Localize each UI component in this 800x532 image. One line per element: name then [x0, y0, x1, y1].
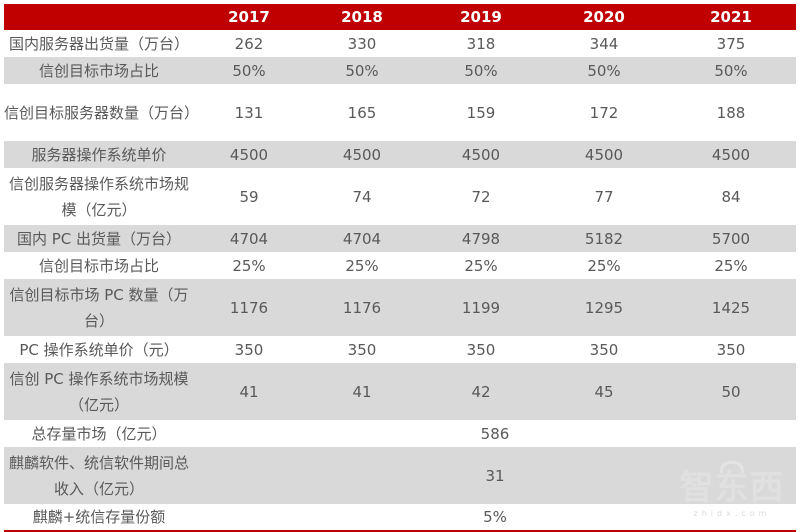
cell-value: 50%	[420, 57, 542, 84]
cell-value: 1199	[420, 279, 542, 336]
header-label-cell	[4, 4, 194, 30]
table-row-kylin-uos-period-revenue: 麒麟软件、统信软件期间总收入（亿元） 31	[4, 447, 796, 504]
data-table: 2017 2018 2019 2020 2021 国内服务器出货量（万台） 26…	[4, 4, 796, 530]
cell-value: 25%	[464, 256, 498, 275]
cell-value: 4798	[420, 225, 542, 252]
cell-value: 330	[347, 34, 377, 53]
cell-value: 131	[234, 103, 264, 122]
table-row-server-os-unit-price: 服务器操作系统单价 4500 4500 4500 4500 4500	[4, 141, 796, 168]
cell-value: 165	[347, 103, 377, 122]
row-label: 信创 PC 操作系统市场规模（亿元）	[4, 363, 194, 420]
row-label: 国内 PC 出货量（万台）	[4, 225, 194, 252]
cell-value: 25%	[714, 256, 748, 275]
row-label: 麒麟软件、统信软件期间总收入（亿元）	[4, 447, 194, 504]
cell-value: 375	[716, 34, 746, 53]
cell-value: 50%	[542, 57, 666, 84]
cell-value-merged: 586	[480, 424, 510, 443]
cell-value: 350	[466, 340, 496, 359]
cell-value: 172	[589, 103, 619, 122]
row-label: 信创目标市场 PC 数量（万台）	[4, 279, 194, 336]
table-row-xinchuang-target-server-count: 信创目标服务器数量（万台） 131 165 159 172 188	[4, 84, 796, 141]
table-row-domestic-server-shipments: 国内服务器出货量（万台） 262 330 318 344 375	[4, 30, 796, 57]
header-year-2018: 2018	[304, 4, 420, 30]
row-label: 信创目标市场占比	[4, 57, 194, 84]
cell-value: 1176	[304, 279, 420, 336]
row-label: 服务器操作系统单价	[4, 141, 194, 168]
cell-value: 4500	[666, 141, 796, 168]
table-row-xinchuang-server-os-market-size: 信创服务器操作系统市场规模（亿元） 59 74 72 77 84	[4, 168, 796, 225]
cell-value: 59	[239, 187, 259, 206]
cell-value: 50%	[194, 57, 304, 84]
cell-value: 50%	[304, 57, 420, 84]
row-label: 信创目标市场占比	[38, 256, 159, 275]
cell-value: 50%	[666, 57, 796, 84]
table-container: 2017 2018 2019 2020 2021 国内服务器出货量（万台） 26…	[4, 4, 796, 532]
cell-value: 4500	[194, 141, 304, 168]
row-label: 麒麟+统信存量份额	[32, 508, 166, 526]
cell-value: 4704	[194, 225, 304, 252]
cell-value-merged: 31	[194, 447, 796, 504]
header-year-2019: 2019	[420, 4, 542, 30]
bottom-double-rule	[4, 530, 796, 532]
cell-value: 4500	[542, 141, 666, 168]
cell-value: 25%	[345, 256, 379, 275]
header-year-2021: 2021	[666, 4, 796, 30]
cell-value: 50	[666, 363, 796, 420]
cell-value: 1425	[666, 279, 796, 336]
cell-value: 318	[466, 34, 496, 53]
cell-value: 350	[716, 340, 746, 359]
table-row-pc-os-unit-price: PC 操作系统单价（元） 350 350 350 350 350	[4, 336, 796, 363]
cell-value: 188	[716, 103, 746, 122]
cell-value: 72	[471, 187, 491, 206]
row-label: 信创目标服务器数量（万台）	[4, 103, 200, 122]
cell-value: 41	[194, 363, 304, 420]
cell-value: 45	[542, 363, 666, 420]
cell-value: 77	[594, 187, 614, 206]
cell-value: 5700	[666, 225, 796, 252]
table-row-xinchuang-target-pc-count: 信创目标市场 PC 数量（万台） 1176 1176 1199 1295 142…	[4, 279, 796, 336]
cell-value: 350	[589, 340, 619, 359]
cell-value: 5182	[542, 225, 666, 252]
row-label: PC 操作系统单价（元）	[19, 340, 179, 359]
cell-value: 4704	[304, 225, 420, 252]
cell-value: 4500	[304, 141, 420, 168]
cell-value: 4500	[420, 141, 542, 168]
header-year-2020: 2020	[542, 4, 666, 30]
cell-value: 350	[347, 340, 377, 359]
header-row: 2017 2018 2019 2020 2021	[4, 4, 796, 30]
row-label: 国内服务器出货量（万台）	[8, 34, 189, 53]
table-row-xinchuang-target-share-pc: 信创目标市场占比 25% 25% 25% 25% 25%	[4, 252, 796, 279]
table-row-xinchuang-pc-os-market-size: 信创 PC 操作系统市场规模（亿元） 41 41 42 45 50	[4, 363, 796, 420]
table-row-total-stock-market: 总存量市场（亿元） 586	[4, 420, 796, 447]
cell-value: 84	[721, 187, 741, 206]
cell-value: 25%	[232, 256, 266, 275]
cell-value: 25%	[587, 256, 621, 275]
cell-value: 344	[589, 34, 619, 53]
cell-value: 262	[234, 34, 264, 53]
table-row-domestic-pc-shipments: 国内 PC 出货量（万台） 4704 4704 4798 5182 5700	[4, 225, 796, 252]
row-label: 总存量市场（亿元）	[31, 424, 167, 443]
cell-value: 1176	[194, 279, 304, 336]
cell-value: 159	[466, 103, 496, 122]
cell-value: 350	[234, 340, 264, 359]
row-label: 信创服务器操作系统市场规模（亿元）	[8, 174, 189, 219]
cell-value: 74	[352, 187, 372, 206]
header-year-2017: 2017	[194, 4, 304, 30]
cell-value: 41	[304, 363, 420, 420]
cell-value: 42	[420, 363, 542, 420]
cell-value: 1295	[542, 279, 666, 336]
cell-value-merged: 5%	[483, 508, 507, 526]
table-row-kylin-uos-stock-share: 麒麟+统信存量份额 5%	[4, 504, 796, 530]
table-row-xinchuang-target-share-server: 信创目标市场占比 50% 50% 50% 50% 50%	[4, 57, 796, 84]
